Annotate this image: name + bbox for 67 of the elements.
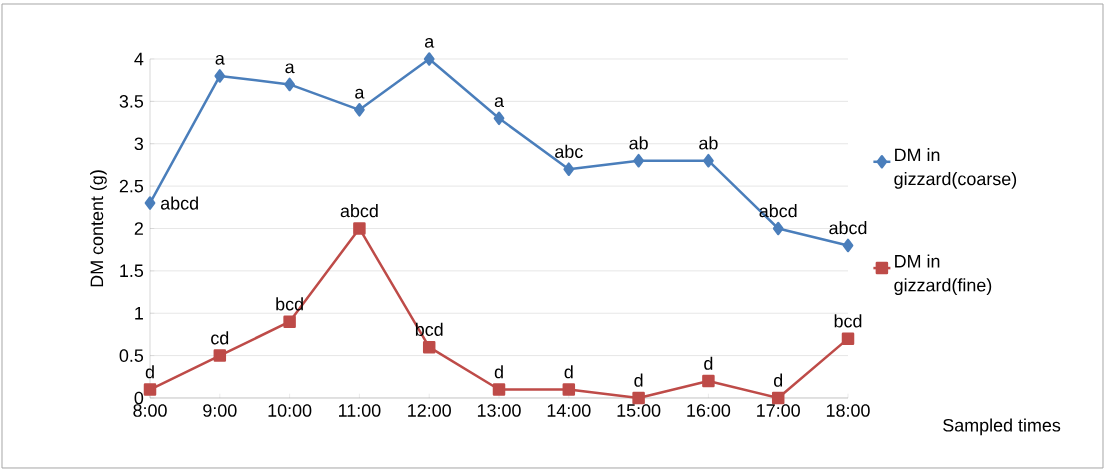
point: [772, 221, 784, 236]
point: [842, 238, 854, 253]
point: [144, 196, 156, 210]
y-tick-label: 2.5: [119, 179, 144, 193]
x-tick-label: 10:00: [268, 404, 312, 417]
point: [354, 103, 365, 117]
x-tick-label: 12:00: [408, 404, 451, 417]
x-tick-label: 17:00: [757, 404, 800, 417]
data-label: abcd: [340, 204, 378, 218]
data-label: d: [145, 365, 154, 379]
y-tick-label: 0: [134, 391, 144, 405]
legend-label: DM in gizzard(fine): [894, 254, 992, 296]
point: [422, 340, 436, 354]
y-tick-label: 1.5: [120, 264, 144, 278]
data-label: abc: [555, 144, 583, 158]
data-label: abcd: [160, 196, 198, 210]
point: [633, 153, 644, 168]
point: [214, 69, 226, 83]
y-tick-label: 3.5: [119, 95, 144, 108]
x-tick-label: 9:00: [203, 404, 237, 417]
x-tick-label: 18:00: [826, 404, 870, 417]
data-label: bcd: [276, 297, 303, 311]
y-tick-label: 4: [134, 52, 144, 66]
data-label: d: [704, 356, 713, 370]
point: [353, 222, 366, 235]
x-tick-label: 16:00: [687, 404, 731, 417]
point: [423, 52, 435, 66]
x-tick-label: 15:00: [617, 404, 661, 417]
point: [703, 153, 714, 168]
data-label: d: [634, 373, 643, 387]
y-tick-label: 3: [134, 137, 144, 151]
y-axis-title: DM content (g): [90, 170, 107, 287]
point: [493, 111, 505, 126]
data-label: d: [494, 365, 503, 379]
x-tick-label: 13:00: [477, 404, 521, 417]
data-label: a: [355, 88, 365, 99]
point: [771, 391, 785, 405]
x-axis-title: Sampled times: [943, 418, 1061, 436]
data-label: bcd: [834, 314, 862, 328]
legend-label: DM in gizzard(coarse): [894, 148, 1017, 189]
data-label: a: [285, 63, 295, 74]
point: [143, 383, 157, 396]
point: [563, 162, 575, 176]
point: [284, 77, 295, 92]
data-label: abcd: [829, 221, 867, 235]
data-label: a: [424, 37, 435, 48]
data-label: cd: [211, 331, 229, 345]
data-label: ab: [629, 136, 648, 150]
x-tick-label: 11:00: [339, 404, 381, 417]
point: [492, 383, 506, 396]
data-label: abcd: [759, 204, 797, 218]
point: [213, 349, 227, 362]
point: [283, 315, 296, 328]
y-tick-label: 0.5: [119, 349, 144, 362]
x-tick-label: 8:00: [133, 404, 167, 417]
data-label: a: [494, 97, 504, 108]
y-tick-label: 2: [134, 222, 143, 235]
point: [702, 374, 715, 388]
x-tick-label: 14:00: [547, 404, 591, 417]
point: [841, 332, 855, 345]
data-label: ab: [699, 136, 718, 150]
point: [562, 383, 576, 396]
point: [632, 391, 645, 405]
data-label: a: [215, 54, 225, 65]
data-label: d: [773, 373, 783, 387]
data-label: d: [564, 365, 573, 379]
y-tick-label: 1: [135, 307, 143, 320]
